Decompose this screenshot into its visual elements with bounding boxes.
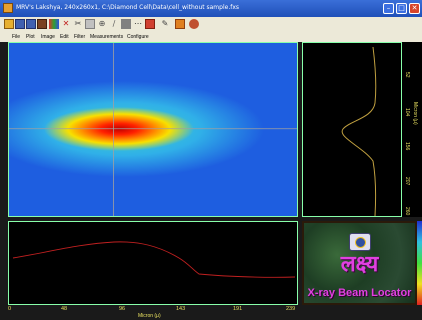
delete-icon[interactable]: ✕ (62, 19, 70, 28)
x-tick-label: 143 (176, 306, 186, 312)
title-bar: MRV's Lakshya, 240x260x1, C:\Diamond Cel… (0, 0, 422, 17)
lab-emblem-icon (349, 233, 371, 251)
palette-icon[interactable] (85, 19, 95, 29)
vertical-profile-plot (341, 46, 377, 217)
pin-icon[interactable] (145, 19, 155, 29)
y-tick-label: 207 (404, 177, 410, 186)
zoom-in-icon[interactable]: ⊕ (98, 19, 106, 28)
save-as-icon[interactable] (26, 19, 36, 29)
open-icon[interactable] (4, 19, 14, 29)
x-tick-label: 0 (8, 306, 12, 312)
pencil-icon[interactable]: ✎ (161, 19, 169, 28)
x-tick-label: 96 (119, 306, 126, 312)
x-tick-label: 191 (233, 306, 243, 312)
x-axis-title: Micron (µ) (138, 313, 161, 319)
logo-caption: X-ray Beam Locator (307, 287, 412, 299)
horizontal-profile-panel (8, 221, 298, 305)
logo-script-text: लक्ष्य (340, 251, 379, 277)
maximize-button[interactable]: □ (396, 3, 407, 14)
menu-configure[interactable]: Configure (127, 34, 149, 40)
menu-edit[interactable]: Edit (60, 34, 69, 40)
menu-filter[interactable]: Filter (74, 34, 86, 40)
x-tick-label: 48 (61, 306, 68, 312)
logo-panel: लक्ष्य X-ray Beam Locator (302, 221, 417, 305)
print-icon[interactable] (37, 19, 47, 29)
line-icon[interactable]: ∕ (112, 19, 116, 28)
menu-bar: File Plot Image Edit Filter Measurements… (0, 32, 422, 42)
vertical-profile-line (341, 46, 377, 217)
save-icon[interactable] (15, 19, 25, 29)
menu-file[interactable]: File (12, 34, 21, 40)
y-axis-title: Micron (µ) (412, 102, 418, 125)
globe-icon[interactable] (189, 19, 199, 29)
vertical-axis: 52 104 156 207 260 Micron (µ) (402, 42, 422, 217)
vertical-profile-panel (302, 42, 402, 217)
y-tick-label: 260 (404, 207, 410, 216)
menu-plot[interactable]: Plot (26, 34, 35, 40)
window-title: MRV's Lakshya, 240x260x1, C:\Diamond Cel… (16, 4, 240, 11)
measure-icon[interactable]: ⋯ (134, 19, 142, 28)
minimize-button[interactable]: – (383, 3, 394, 14)
beam-image-panel[interactable] (8, 42, 298, 217)
color-scale-bar (417, 221, 422, 305)
crop-icon[interactable] (175, 19, 185, 29)
crosshair-overlay (9, 43, 297, 216)
y-tick-label: 104 (404, 108, 410, 117)
x-tick-label: 239 (286, 306, 296, 312)
menu-image[interactable]: Image (41, 34, 55, 40)
horizontal-profile-plot (12, 241, 296, 278)
y-tick-label: 52 (404, 72, 410, 78)
toolbar: ✕ ✂ ⊕ ∕ ⋯ ✎ (0, 17, 422, 33)
stats-icon[interactable] (121, 19, 131, 29)
horizontal-profile-line (12, 241, 296, 278)
close-button[interactable]: ✕ (409, 3, 420, 14)
cut-icon[interactable]: ✂ (74, 19, 82, 28)
menu-measurements[interactable]: Measurements (90, 34, 124, 40)
y-tick-label: 156 (404, 142, 410, 151)
app-icon[interactable] (3, 3, 13, 13)
color-icon[interactable] (49, 19, 59, 29)
